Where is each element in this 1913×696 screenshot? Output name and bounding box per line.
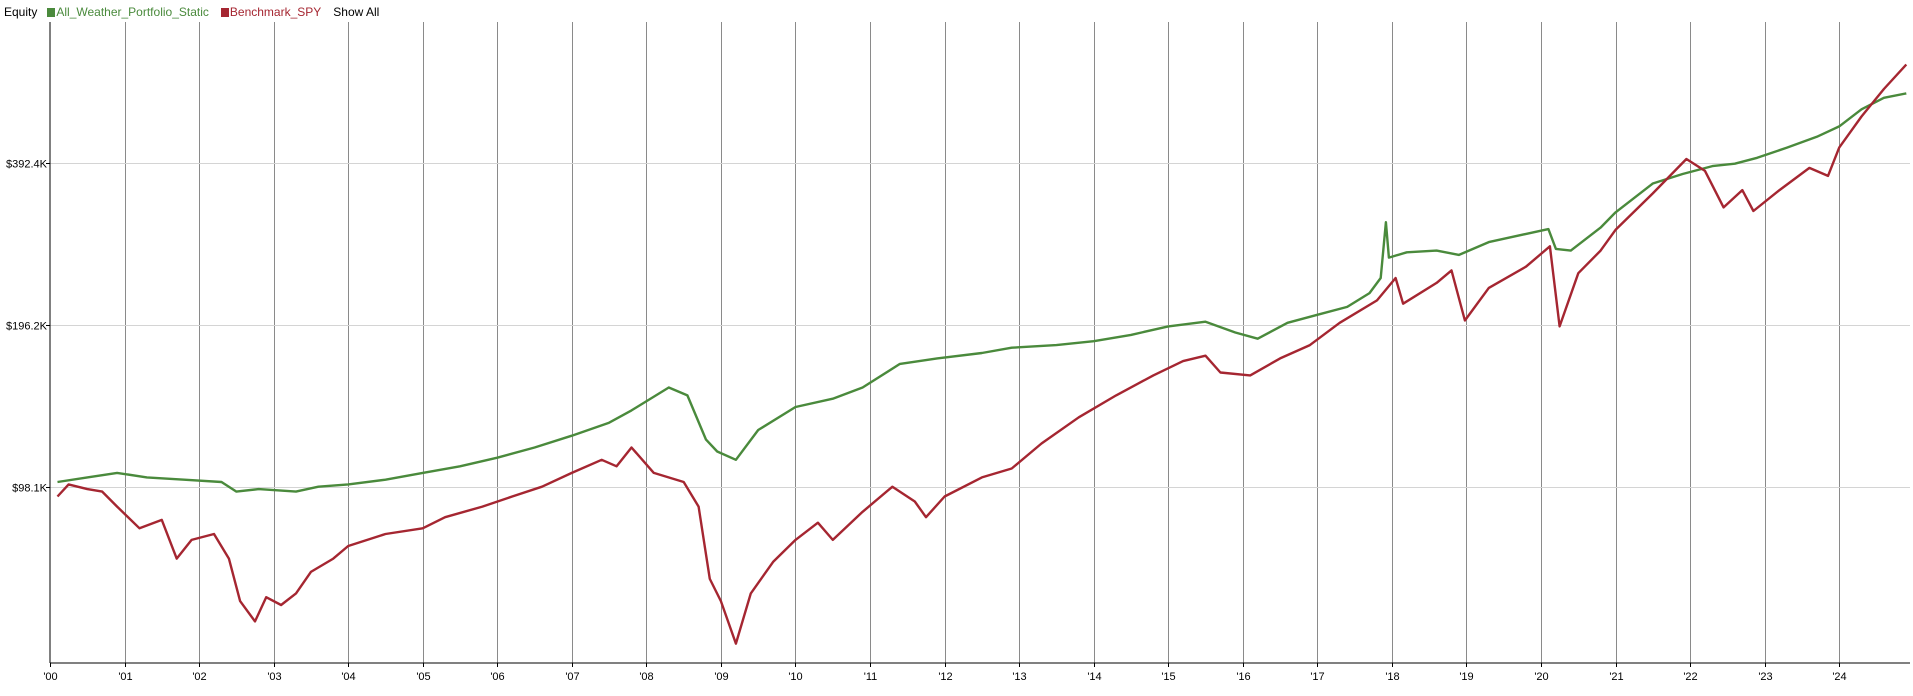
x-tick-label: '10 — [788, 671, 802, 683]
x-tick-label: '02 — [192, 671, 206, 683]
y-tick-labels: $98.1K $196.2K $392.4K — [6, 159, 50, 495]
x-tick-label: '01 — [118, 671, 132, 683]
horizontal-gridlines — [50, 163, 1910, 488]
x-tick-label: '24 — [1832, 671, 1846, 683]
legend-item-all-weather[interactable]: All_Weather_Portfolio_Static — [47, 5, 209, 19]
x-tick-label: '00 — [43, 671, 57, 683]
x-tick-label: '17 — [1310, 671, 1324, 683]
x-tick-label: '06 — [490, 671, 504, 683]
x-tick-label: '19 — [1459, 671, 1473, 683]
x-tick-label: '07 — [565, 671, 579, 683]
y-tick-label: $98.1K — [12, 483, 48, 495]
x-tick-label: '23 — [1758, 671, 1772, 683]
legend-label-all-weather: All_Weather_Portfolio_Static — [56, 5, 209, 19]
y-tick-label: $392.4K — [6, 159, 48, 171]
series-line-all-weather — [57, 92, 1907, 493]
x-tick-label: '15 — [1161, 671, 1175, 683]
x-tick-label: '18 — [1385, 671, 1399, 683]
x-tick-label: '14 — [1087, 671, 1101, 683]
y-tick-label: $196.2K — [6, 321, 48, 333]
x-tick-label: '08 — [639, 671, 653, 683]
axes — [49, 22, 1910, 664]
chart-legend: Equity All_Weather_Portfolio_Static Benc… — [4, 4, 379, 20]
x-tick-label: '05 — [416, 671, 430, 683]
series-layer — [56, 63, 1908, 645]
x-tick-label: '04 — [341, 671, 355, 683]
vertical-gridlines — [125, 22, 1840, 663]
legend-label-benchmark-spy: Benchmark_SPY — [229, 5, 322, 19]
x-tick-label: '03 — [267, 671, 281, 683]
x-tick-label: '13 — [1012, 671, 1026, 683]
x-tick-label: '11 — [864, 671, 878, 683]
x-tick-labels: '00 '01 '02 '03 '04 '05 '06 '07 '08 '09 '10 '11 '12 '… — [43, 663, 1847, 683]
show-all-button[interactable]: Show All — [333, 5, 380, 19]
legend-swatch-all-weather — [47, 7, 56, 17]
x-tick-label: '22 — [1683, 671, 1697, 683]
x-tick-label: '21 — [1609, 671, 1623, 683]
legend-swatch-benchmark-spy — [220, 7, 229, 17]
x-tick-label: '16 — [1236, 671, 1250, 683]
chart-title: Equity — [4, 5, 38, 19]
x-tick-label: '20 — [1534, 671, 1548, 683]
legend-item-benchmark-spy[interactable]: Benchmark_SPY — [220, 5, 322, 19]
series-line-benchmark-spy — [56, 63, 1908, 645]
x-tick-label: '12 — [938, 671, 952, 683]
x-tick-label: '09 — [714, 671, 728, 683]
